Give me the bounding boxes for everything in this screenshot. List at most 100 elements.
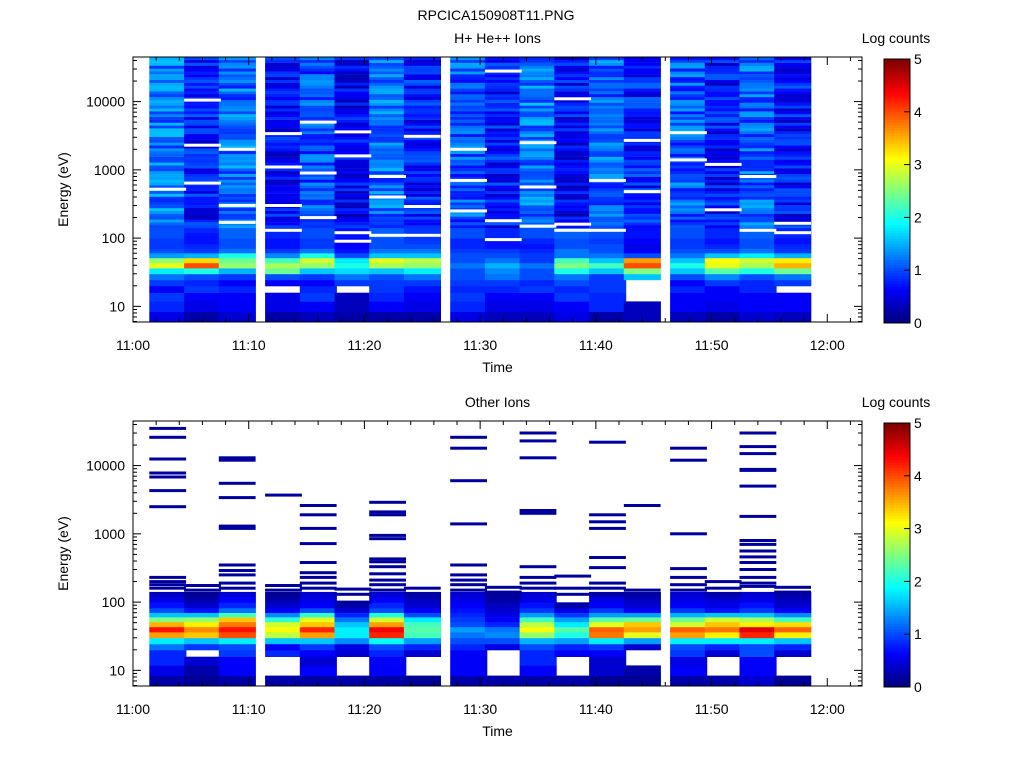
heatmap-cell [774, 637, 812, 645]
heatmap-cell [184, 102, 222, 106]
heatmap-cell [265, 193, 303, 197]
colorbar-segment [884, 560, 910, 564]
heatmap-cell [704, 74, 742, 78]
heatmap-cell [774, 185, 812, 189]
colorbar-segment [884, 631, 910, 635]
heatmap-cell [589, 292, 627, 302]
heatmap-cell [623, 182, 661, 186]
colorbar-segment [884, 246, 910, 250]
heatmap-cell [334, 243, 372, 249]
heatmap-cell [450, 173, 488, 177]
heatmap-cell [704, 153, 742, 157]
colorbar-segment [884, 227, 910, 231]
heatmap-cell [589, 262, 627, 269]
heatmap-cell [369, 85, 407, 89]
heatmap-cell [704, 311, 742, 323]
heatmap-cell [149, 675, 187, 687]
heatmap-cell [774, 156, 812, 160]
colorbar-segment [884, 138, 910, 142]
heatmap-cell [218, 243, 256, 249]
sparse-count-mark [299, 526, 337, 530]
heatmap-cell [554, 205, 592, 209]
colorbar-segment [884, 254, 910, 258]
heatmap-cell [554, 159, 592, 163]
sparse-count-mark [704, 586, 742, 590]
heatmap-cell [403, 139, 441, 143]
heatmap-cell [519, 71, 557, 75]
heatmap-cell [218, 139, 256, 143]
heatmap-cell [218, 116, 256, 120]
heatmap-cell [184, 656, 222, 666]
heatmap-cell [149, 602, 187, 609]
heatmap-cell [623, 637, 661, 645]
heatmap-cell [704, 94, 742, 98]
heatmap-cell [774, 59, 812, 63]
heatmap-cell [149, 116, 187, 120]
heatmap-cell [299, 301, 337, 312]
heatmap-cell [369, 182, 407, 186]
heatmap-cell [218, 207, 256, 211]
heatmap-cell [299, 85, 337, 89]
heatmap-cell [149, 62, 187, 66]
heatmap-cell [184, 131, 222, 135]
heatmap-cell [774, 213, 812, 217]
heatmap-cell [704, 632, 742, 639]
heatmap-cell [369, 644, 407, 651]
heatmap-cell [589, 176, 627, 180]
heatmap-cell [623, 311, 661, 323]
no-count-gap [774, 221, 811, 225]
heatmap-cell [369, 591, 407, 598]
heatmap-cell [704, 196, 742, 200]
heatmap-cell [774, 268, 812, 275]
heatmap-cell [184, 591, 222, 598]
heatmap-cell [554, 105, 592, 109]
heatmap-cell [184, 292, 222, 302]
heatmap-cell [519, 213, 557, 217]
heatmap-cell [739, 268, 777, 275]
heatmap-cell [554, 74, 592, 78]
heatmap-cell [554, 170, 592, 174]
heatmap-cell [299, 105, 337, 109]
heatmap-cell [149, 74, 187, 78]
heatmap-cell [589, 632, 627, 639]
colorbar-segment [884, 117, 910, 121]
heatmap-cell [519, 159, 557, 163]
heatmap-cell [623, 88, 661, 92]
no-count-gap [670, 158, 707, 162]
heatmap-cell [334, 225, 372, 229]
heatmap-cell [299, 111, 337, 115]
heatmap-cell [554, 219, 592, 223]
heatmap-cell [739, 301, 777, 312]
heatmap-cell [554, 71, 592, 75]
heatmap-cell [554, 262, 592, 269]
heatmap-cell [299, 151, 337, 155]
heatmap-cell [450, 122, 488, 126]
heatmap-cell [670, 644, 708, 651]
heatmap-cell [265, 136, 303, 140]
heatmap-cell [450, 59, 488, 63]
heatmap-cell [265, 105, 303, 109]
heatmap-cell [519, 133, 557, 137]
heatmap-cell [484, 292, 522, 302]
heatmap-cell [519, 311, 557, 323]
heatmap-cell [184, 108, 222, 112]
heatmap-cell [589, 207, 627, 211]
heatmap-cell [265, 617, 303, 623]
colorbar-segment [884, 565, 910, 569]
x-tick-label: 11:40 [579, 701, 613, 717]
heatmap-cell [704, 596, 742, 603]
heatmap-cell [519, 62, 557, 66]
no-count-gap [589, 228, 626, 232]
heatmap-cell [739, 65, 777, 69]
heatmap-cell [519, 94, 557, 98]
heatmap-cell [484, 102, 522, 106]
heatmap-cell [739, 108, 777, 112]
heatmap-cell [623, 602, 661, 609]
heatmap-cell [450, 185, 488, 189]
heatmap-cell [265, 650, 303, 657]
heatmap-cell [519, 675, 557, 687]
heatmap-cell [519, 85, 557, 89]
heatmap-cell [369, 607, 407, 613]
heatmap-cell [670, 199, 708, 203]
heatmap-cell [265, 82, 303, 86]
